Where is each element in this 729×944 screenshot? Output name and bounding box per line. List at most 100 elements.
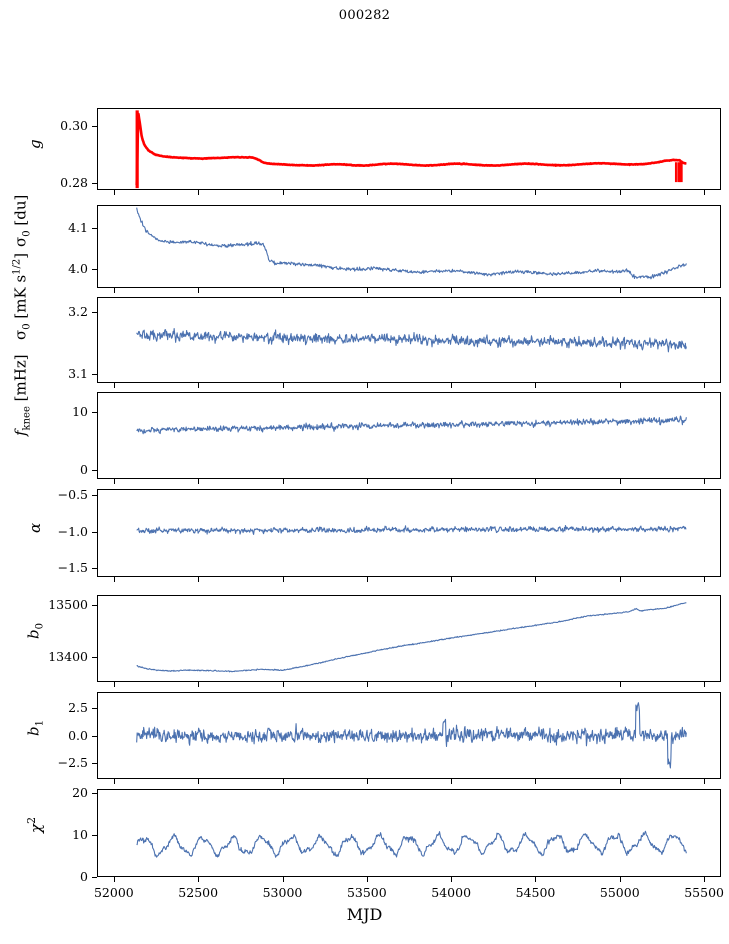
y-tick-label: −1.5 [57,560,88,576]
x-tick-mark [114,577,116,582]
x-tick-label: 53500 [346,885,387,900]
x-tick-label: 55000 [599,885,640,900]
x-tick-mark [283,779,285,784]
y-tick-mark [92,605,97,607]
x-tick-mark [198,479,200,484]
y-tick-label: 13400 [48,649,88,665]
y-tick-label: 0.30 [60,118,88,134]
x-tick-mark [451,682,453,687]
x-tick-mark [704,682,706,687]
y-tick-label: −0.5 [57,486,88,502]
x-tick-label: 52500 [178,885,219,900]
x-tick-mark [535,383,537,388]
x-tick-mark [283,190,285,195]
y-tick-mark [92,532,97,534]
y-tick-mark [92,412,97,414]
x-tick-mark [451,779,453,784]
x-tick-mark [535,877,537,882]
x-tick-mark [704,479,706,484]
series-line [137,603,687,672]
x-tick-mark [704,779,706,784]
x-tick-mark [198,682,200,687]
y-tick-label: 20 [72,785,88,801]
y-tick-label: 2.5 [68,699,88,715]
x-tick-mark [367,877,369,882]
y-tick-mark [92,312,97,314]
y-tick-mark [92,835,97,837]
x-tick-mark [198,288,200,293]
x-tick-mark [367,190,369,195]
plot-panel-f_knee [mHz] [97,392,721,479]
y-tick-mark [92,183,97,185]
x-tick-mark [620,288,622,293]
y-tick-mark [92,374,97,376]
y-tick-mark [92,568,97,570]
x-tick-mark [283,479,285,484]
y-tick-mark [92,470,97,472]
x-tick-mark [367,779,369,784]
y-tick-label: 10 [72,404,88,420]
series-line [137,114,687,185]
x-tick-label: 53000 [262,885,303,900]
plot-panel-σ₀ [mK s^1/2] [97,297,721,383]
x-tick-mark [283,288,285,293]
x-tick-label: 54500 [515,885,556,900]
x-tick-mark [367,479,369,484]
y-tick-label: 3.1 [68,365,88,381]
x-tick-mark [367,288,369,293]
y-tick-mark [92,763,97,765]
series-line [137,525,687,534]
x-tick-label: 54000 [431,885,472,900]
x-tick-mark [704,190,706,195]
series-line [137,208,687,279]
x-tick-mark [198,190,200,195]
x-tick-mark [198,877,200,882]
x-tick-mark [114,779,116,784]
x-tick-mark [198,577,200,582]
x-tick-mark [704,577,706,582]
figure-title: 000282 [338,8,391,23]
x-tick-mark [198,779,200,784]
plot-panel-α [97,489,721,577]
x-tick-mark [283,682,285,687]
x-tick-mark [620,577,622,582]
series-line [137,831,687,857]
series-line [137,416,687,434]
x-tick-mark [367,577,369,582]
y-tick-label: 0 [80,462,88,478]
x-tick-mark [114,479,116,484]
plot-panel-b₀ [97,595,721,682]
x-tick-mark [283,877,285,882]
y-tick-label: 10 [72,827,88,843]
series-line [137,114,687,185]
x-tick-mark [704,877,706,882]
x-tick-mark [198,383,200,388]
y-tick-mark [92,657,97,659]
y-tick-label: 0 [80,869,88,884]
y-tick-mark [92,793,97,795]
x-tick-mark [620,779,622,784]
x-tick-mark [535,779,537,784]
x-tick-mark [704,383,706,388]
y-tick-mark [92,877,97,879]
x-tick-mark [535,682,537,687]
x-tick-label: 52000 [93,885,134,900]
x-tick-label: 55500 [684,885,724,900]
x-tick-mark [620,682,622,687]
x-tick-mark [451,479,453,484]
x-tick-mark [535,190,537,195]
y-tick-mark [92,126,97,128]
x-tick-mark [535,288,537,293]
plot-panel-σ₀ [du] [97,205,721,288]
series-line [137,329,687,352]
y-tick-mark [92,495,97,497]
y-tick-mark [92,228,97,230]
x-tick-mark [451,190,453,195]
y-tick-mark [92,708,97,710]
x-tick-mark [114,288,116,293]
x-axis-label: MJD [346,905,383,924]
series-line [137,703,687,768]
x-tick-mark [704,288,706,293]
x-tick-mark [114,383,116,388]
y-tick-label: 0.28 [60,174,88,190]
